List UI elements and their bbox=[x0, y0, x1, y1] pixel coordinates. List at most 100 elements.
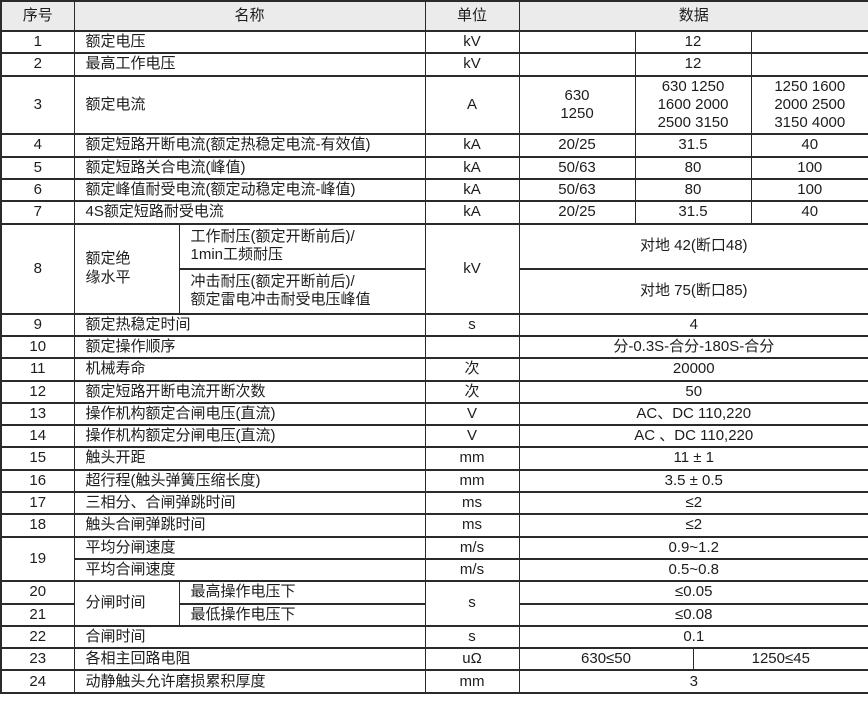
table-cell: 各相主回路电阻 bbox=[73, 647, 426, 672]
table-cell: 40 bbox=[750, 133, 868, 158]
table-row: 14 操作机构额定分闸电压(直流) V AC 、DC 110,220 bbox=[0, 424, 868, 449]
table-cell: 100 bbox=[750, 155, 868, 181]
table-cell: 12 bbox=[634, 29, 752, 55]
table-cell: 2 bbox=[0, 52, 75, 77]
table-row: 10 额定操作顺序 分-0.3S-合分-180S-合分 bbox=[0, 334, 868, 360]
table-cell: kV bbox=[424, 52, 520, 77]
table-cell: 4 bbox=[518, 312, 868, 337]
table-cell: V bbox=[424, 424, 520, 449]
table-cell: 3 bbox=[518, 669, 868, 695]
table-cell: 机械寿命 bbox=[73, 357, 426, 382]
table-cell: 20000 bbox=[518, 357, 868, 382]
table-cell: 8 bbox=[0, 222, 75, 315]
table-cell: 1250 1600 2000 2500 3150 4000 bbox=[750, 74, 868, 136]
table-cell: ≤0.08 bbox=[518, 602, 868, 627]
table-cell bbox=[518, 29, 636, 55]
table-cell: s bbox=[424, 312, 520, 337]
table-cell: 9 bbox=[0, 312, 75, 337]
table-row: 11 机械寿命次 20000 bbox=[0, 357, 868, 382]
table-row: 12 额定短路开断电流开断次数次 50 bbox=[0, 379, 868, 404]
header-cell: 数据 bbox=[518, 0, 868, 32]
table-cell: 40 bbox=[750, 200, 868, 225]
table-cell: ms bbox=[424, 513, 520, 538]
table-cell: 平均合闸速度 bbox=[73, 557, 426, 583]
table-cell: 20/25 bbox=[518, 133, 636, 158]
table-row: 18 触头合闸弹跳时间 ms ≤2 bbox=[0, 513, 868, 538]
table-cell: ms bbox=[424, 491, 520, 516]
table-cell: 合闸时间 bbox=[73, 624, 426, 650]
table-row: 23 各相主回路电阻 uΩ 630≤50 1250≤45 bbox=[0, 647, 868, 672]
table-cell: m/s bbox=[424, 535, 520, 560]
table-cell: 额定电流 bbox=[73, 74, 426, 136]
table-cell: 1 bbox=[0, 29, 75, 55]
table-cell: 630 1250 1600 2000 2500 3150 bbox=[634, 74, 752, 136]
table-cell: ≤0.05 bbox=[518, 580, 868, 605]
table-row: 19 平均分闸速度 m/s 0.9~1.2 bbox=[0, 535, 868, 583]
table-cell: ≤2 bbox=[518, 513, 868, 538]
table-row: 4 额定短路开断电流(额定热稳定电流-有效值) kA 20/25 31.5 40 bbox=[0, 133, 868, 158]
table-cell: kA bbox=[424, 133, 520, 158]
table-cell: s bbox=[424, 624, 520, 650]
table-cell: 16 bbox=[0, 468, 75, 494]
table-row: 8 额定绝 缘水平 工作耐压(额定开断前后)/ 1min工频耐压 kV 对地 42(断口… bbox=[0, 222, 868, 315]
table-cell: 100 bbox=[750, 178, 868, 203]
table-cell: kA bbox=[424, 155, 520, 181]
table-cell: 平均分闸速度 bbox=[73, 535, 426, 560]
table-cell: 0.5~0.8 bbox=[518, 557, 868, 583]
table-cell: kV bbox=[424, 29, 520, 55]
table-cell: 对地 42(断口48) bbox=[518, 222, 868, 270]
table-cell: 20/25 bbox=[518, 200, 636, 225]
table-cell: 31.5 bbox=[634, 133, 752, 158]
table-cell: 20 bbox=[0, 580, 75, 605]
table-cell: 630 1250 bbox=[518, 74, 636, 136]
table-cell: 触头合闸弹跳时间 bbox=[73, 513, 426, 538]
table-cell: 次 bbox=[424, 379, 520, 404]
table-cell: kA bbox=[424, 200, 520, 225]
table-cell: 23 bbox=[0, 647, 75, 672]
table-cell: 动静触头允许磨损累积厚度 bbox=[73, 669, 426, 695]
table-cell: 0.1 bbox=[518, 624, 868, 650]
table-cell: mm bbox=[424, 669, 520, 695]
table-cell: 11 ± 1 bbox=[518, 446, 868, 471]
table-cell: 1250≤45 bbox=[692, 647, 868, 672]
table-cell: 4S额定短路耐受电流 bbox=[73, 200, 426, 225]
table-cell: 50/63 bbox=[518, 155, 636, 181]
table-cell: AC、DC 110,220 bbox=[518, 401, 868, 427]
table-cell: 80 bbox=[634, 178, 752, 203]
table-cell: 分闸时间 bbox=[73, 580, 180, 627]
table-row: 17 三相分、合闸弹跳时间 ms ≤2 bbox=[0, 491, 868, 516]
table-cell: 0.9~1.2 bbox=[518, 535, 868, 560]
table-cell: 80 bbox=[634, 155, 752, 181]
table-cell: 24 bbox=[0, 669, 75, 695]
table-cell: 630≤50 bbox=[518, 647, 694, 672]
table-row: 16 超行程(触头弹簧压缩长度) mm 3.5 ± 0.5 bbox=[0, 468, 868, 494]
table-cell: 超行程(触头弹簧压缩长度) bbox=[73, 468, 426, 494]
table-cell: 对地 75(断口85) bbox=[518, 267, 868, 315]
table-cell: 额定短路开断电流开断次数 bbox=[73, 379, 426, 404]
table-cell bbox=[518, 52, 636, 77]
table-cell: mm bbox=[424, 446, 520, 471]
header-cell: 名称 bbox=[73, 0, 426, 32]
table-cell: 工作耐压(额定开断前后)/ 1min工频耐压 bbox=[178, 222, 426, 270]
table-cell: mm bbox=[424, 468, 520, 494]
spec-table: 序号 名称 单位 数据 1 额定电压 kV 12 2 最高工作电压 kV 12 3 额定电流 A 630 12… bbox=[0, 0, 868, 695]
table-cell: m/s bbox=[424, 557, 520, 583]
table-cell: 13 bbox=[0, 401, 75, 427]
table-row: 21 最低操作电压下 ≤0.08 bbox=[0, 602, 868, 627]
table-cell bbox=[750, 29, 868, 55]
table-row: 1 额定电压 kV 12 bbox=[0, 29, 868, 55]
table-cell: 50 bbox=[518, 379, 868, 404]
table-cell: kA bbox=[424, 178, 520, 203]
table-cell bbox=[750, 52, 868, 77]
table-cell: 50/63 bbox=[518, 178, 636, 203]
table-cell: 22 bbox=[0, 624, 75, 650]
table-cell: s bbox=[424, 580, 520, 627]
table-cell: 18 bbox=[0, 513, 75, 538]
table-row: 冲击耐压(额定开断前后)/ 额定雷电冲击耐受电压峰值 对地 75(断口85) bbox=[1, 267, 868, 315]
table-cell: 分-0.3S-合分-180S-合分 bbox=[518, 334, 868, 360]
table-row: 7 4S额定短路耐受电流 kA 20/25 31.5 40 bbox=[0, 200, 868, 225]
table-cell: uΩ bbox=[424, 647, 520, 672]
table-cell: 最低操作电压下 bbox=[178, 602, 426, 627]
table-cell: 19 bbox=[0, 535, 75, 583]
table-cell: 12 bbox=[0, 379, 75, 404]
